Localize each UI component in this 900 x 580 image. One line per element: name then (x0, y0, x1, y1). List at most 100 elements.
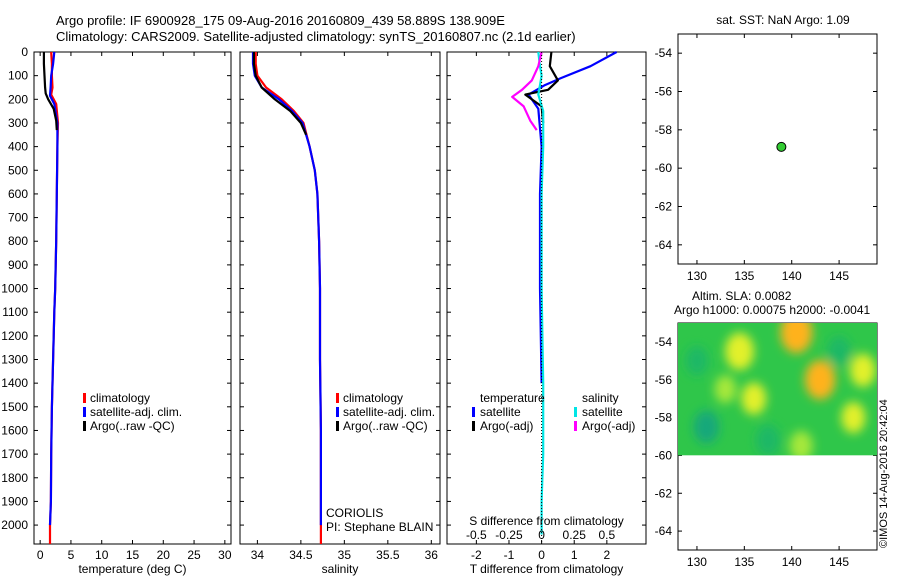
g-sst-xtick-label: 140 (782, 269, 802, 283)
g-temp-ytick-label: 700 (8, 211, 28, 225)
g-temp-ytick-label: 1200 (1, 329, 28, 343)
g-temp-ytick-label: 0 (21, 45, 28, 59)
sla-anomaly-blob (693, 410, 720, 444)
g-sal-xlabel: salinity (322, 562, 359, 576)
sla-anomaly-blob (725, 332, 754, 371)
g-sal-xtick-label: 36 (425, 548, 439, 562)
g-temp-ytick-label: 1500 (1, 400, 28, 414)
g-temp-xtick-label: 20 (157, 548, 171, 562)
diff-stick-label: -0.5 (466, 528, 487, 542)
temp-legend-label: Argo(..raw -QC) (90, 419, 175, 433)
g-temp-series-line (42, 52, 58, 131)
salinity-panel: 34 34.5 35 35.5 36 salinity climatologysatelli… (239, 51, 441, 576)
g-temp-xlabel: temperature (deg C) (78, 562, 186, 576)
g-temp-ytick-label: 900 (8, 258, 28, 272)
g-temp-frame (33, 51, 232, 545)
argo-position-marker (776, 141, 787, 152)
g-sla-xtick-label: 130 (687, 555, 707, 569)
sal-legend-label: satellite-adj. clim. (343, 405, 435, 419)
g-sla-ytick-label: -56 (655, 373, 673, 387)
difference-panel: -2 -1 0 1 2T difference from climatology -0.5… (446, 51, 647, 576)
g-sla-xtick-label: 135 (734, 555, 754, 569)
g-sst-xtick-label: 145 (829, 269, 849, 283)
sla-anomaly-blob (780, 323, 813, 354)
g-sla-ytick-label: -60 (655, 448, 673, 462)
diff-legend-marker-2 (574, 407, 577, 417)
legend-marker-1 (83, 407, 86, 417)
diff-stick-label: 0.5 (599, 528, 616, 542)
g-temp-ytick-label: 1600 (1, 423, 28, 437)
sla-anomaly-blob (789, 430, 813, 456)
g-sla-ytick-label: -58 (655, 411, 673, 425)
g-temp-xtick-label: 10 (95, 548, 109, 562)
g-sst-ytick-label: -60 (655, 161, 673, 175)
sst-map-panel: 130 135 140 145 -54 -56 -58 -60 -62 -64 sat. SST: … (655, 13, 878, 283)
g-temp-ytick-label: 200 (8, 92, 28, 106)
g-sal-series-line (252, 52, 308, 136)
g-sal-series-line (251, 52, 322, 526)
sla-anomaly-blob (756, 424, 781, 456)
g-diff-xlabel: T difference from climatology (470, 562, 624, 576)
legend-marker-2 (336, 421, 339, 431)
g-diff-xtick-label: 2 (604, 548, 611, 562)
g-temp-ytick-label: 400 (8, 140, 28, 154)
diff-legend-marker-3 (574, 421, 577, 431)
sla-anomaly-blob (804, 359, 836, 400)
g-temp-ytick-label: 2000 (1, 518, 28, 532)
diff-legend-marker-1 (472, 421, 475, 431)
g-sla-ytick-label: -64 (655, 524, 673, 538)
diff-stick-label: 0.25 (563, 528, 587, 542)
sla-title-line2: Argo h1000: 0.00075 h2000: -0.0041 (674, 303, 870, 317)
sst-title: sat. SST: NaN Argo: 1.09 (716, 13, 850, 27)
g-sst-ytick-label: -62 (655, 200, 673, 214)
diff-legend-marker-0 (472, 407, 475, 417)
sla-anomaly-blob (685, 346, 709, 376)
diff-legend-label: satellite (582, 405, 623, 419)
legend-marker-2 (83, 421, 86, 431)
sla-anomaly-blob (741, 382, 767, 415)
sla-field (678, 323, 877, 456)
diff-stick-label: -0.25 (495, 528, 523, 542)
g-temp-ytick-label: 500 (8, 163, 28, 177)
sla-anomaly-blob (827, 336, 851, 367)
diff-legend-label: Argo(-adj) (480, 419, 533, 433)
g-temp-xtick-label: 15 (126, 548, 140, 562)
g-sla-ytick-label: -54 (655, 335, 673, 349)
g-sst-ytick-label: -64 (655, 238, 673, 252)
sla-anomaly-blob (714, 375, 737, 404)
temperature-panel: 0 5 10 15 20 25 300100200300400500600700800900… (1, 45, 232, 576)
temp-legend-label: climatology (90, 391, 150, 405)
sla-blobs (685, 323, 876, 456)
g-temp-xtick-label: 0 (37, 548, 44, 562)
annotation-pi: PI: Stephane BLAIN (326, 520, 433, 534)
figure-title-line1: Argo profile: IF 6900928_175 09-Aug-2016… (56, 13, 505, 28)
annotation-coriolis: CORIOLIS (326, 506, 383, 520)
g-temp-series-line (48, 51, 59, 526)
legend-header-temperature: temperature (480, 391, 545, 405)
diff-top-xlabel: S difference from climatology (469, 514, 624, 528)
g-diff-xtick-label: -2 (471, 548, 482, 562)
sla-map-panel: 130 135 140 145 -54 -56 -58 -60 -62 -64 Altim. SLA… (655, 289, 878, 569)
g-temp-ytick-label: 1800 (1, 471, 28, 485)
g-sal-series-line (254, 52, 322, 544)
legend-marker-1 (336, 407, 339, 417)
g-diff-xtick-label: -1 (504, 548, 515, 562)
g-sst-ytick-label: -56 (655, 85, 673, 99)
g-temp-ytick-label: 1400 (1, 376, 28, 390)
sal-legend-label: climatology (343, 391, 403, 405)
sla-anomaly-blob (849, 353, 876, 387)
g-diff-xtick-label: 1 (571, 548, 578, 562)
g-temp-ytick-label: 1700 (1, 447, 28, 461)
g-temp-ytick-label: 1900 (1, 494, 28, 508)
g-temp-ytick-label: 300 (8, 116, 28, 130)
sla-title-line1: Altim. SLA: 0.0082 (692, 289, 792, 303)
diff-legend-label: satellite (480, 405, 521, 419)
legend-header-salinity: salinity (582, 391, 619, 405)
g-diff-frame (446, 51, 647, 545)
g-sst-xtick-label: 130 (687, 269, 707, 283)
g-sal-xtick-label: 34.5 (289, 548, 313, 562)
g-temp-ytick-label: 1000 (1, 282, 28, 296)
g-sal-frame (239, 51, 441, 545)
g-temp-ytick-label: 800 (8, 234, 28, 248)
g-temp-xtick-label: 5 (68, 548, 75, 562)
